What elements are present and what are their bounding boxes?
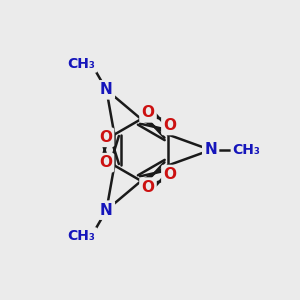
Text: O: O [164, 118, 176, 133]
Text: N: N [204, 142, 217, 158]
Text: CH₃: CH₃ [233, 143, 261, 157]
Text: O: O [164, 167, 176, 182]
Text: O: O [99, 130, 112, 145]
Text: N: N [100, 82, 113, 97]
Text: O: O [99, 155, 112, 170]
Text: O: O [142, 105, 154, 120]
Text: O: O [142, 180, 154, 195]
Text: N: N [100, 203, 113, 218]
Text: CH₃: CH₃ [68, 57, 95, 71]
Text: CH₃: CH₃ [68, 229, 95, 243]
